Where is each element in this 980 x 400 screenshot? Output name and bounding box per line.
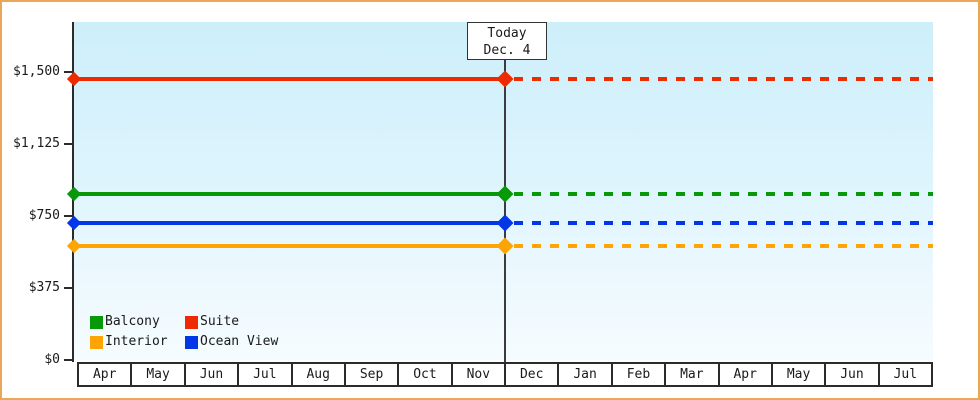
month-cell: Nov: [453, 364, 506, 385]
legend-label: Ocean View: [200, 334, 279, 349]
price-line-solid-ocean-view: [74, 221, 505, 225]
y-tick-label: $750: [28, 208, 60, 223]
month-cell: Jun: [186, 364, 240, 385]
y-tick-label: $1,125: [13, 136, 60, 151]
month-cell: Dec: [506, 364, 560, 385]
month-cell: Mar: [666, 364, 720, 385]
y-tick: [64, 71, 72, 73]
month-cell: Sep: [346, 364, 400, 385]
y-tick-label: $375: [28, 280, 60, 295]
month-axis: Apr May Jun Jul Aug Sep Oct Nov Dec Jan Feb Mar Apr M…: [77, 362, 933, 387]
today-annotation-box: Today Dec. 4: [467, 22, 547, 60]
y-tick-label: $0: [44, 352, 60, 367]
month-cell: Jun: [826, 364, 880, 385]
legend-label: Interior: [105, 334, 168, 349]
price-line-solid-suite: [74, 77, 505, 81]
month-cell: May: [773, 364, 827, 385]
legend-item-balcony[interactable]: Balcony: [90, 314, 160, 330]
legend-item-ocean-view[interactable]: Ocean View: [185, 334, 278, 350]
month-cell: Apr: [79, 364, 133, 385]
legend-swatch-icon: [185, 315, 198, 329]
month-cell: Jul: [239, 364, 293, 385]
legend-item-interior[interactable]: Interior: [90, 334, 168, 350]
price-line-dashed-interior: [514, 244, 933, 248]
y-tick: [64, 215, 72, 217]
legend-label: Balcony: [105, 314, 160, 329]
price-line-dashed-balcony: [514, 192, 933, 196]
month-cell: Jan: [559, 364, 613, 385]
price-line-dashed-suite: [514, 77, 933, 81]
month-cell: Feb: [613, 364, 667, 385]
today-date: Dec. 4: [483, 43, 531, 58]
price-line-solid-balcony: [74, 192, 505, 196]
today-marker-line: [504, 60, 506, 362]
price-line-dashed-ocean-view: [514, 221, 933, 225]
y-tick: [64, 287, 72, 289]
month-cell: Apr: [720, 364, 773, 385]
legend-swatch-icon: [90, 315, 103, 329]
month-cell: Jul: [893, 367, 918, 382]
month-cell: Aug: [293, 364, 346, 385]
legend-label: Suite: [200, 314, 240, 329]
legend-swatch-icon: [185, 335, 198, 349]
month-cell: May: [132, 364, 186, 385]
y-tick-label: $1,500: [13, 64, 60, 79]
month-cell: Oct: [399, 364, 453, 385]
legend-swatch-icon: [90, 335, 103, 349]
y-tick: [64, 359, 72, 361]
legend-item-suite[interactable]: Suite: [185, 314, 239, 330]
y-tick: [64, 143, 72, 145]
today-title: Today: [487, 26, 527, 41]
price-line-solid-interior: [74, 244, 505, 248]
